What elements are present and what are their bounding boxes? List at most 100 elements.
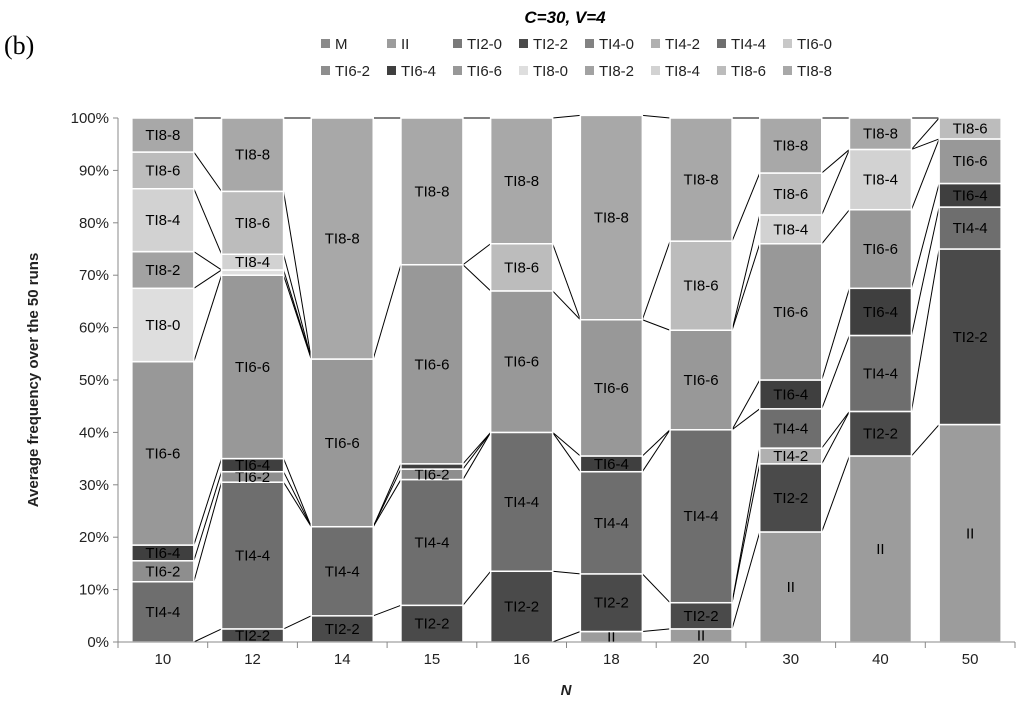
series-connector <box>283 254 312 360</box>
legend-swatch-ti6-4 <box>387 66 396 75</box>
x-tick-label: 30 <box>782 651 799 668</box>
series-connector <box>283 191 312 360</box>
bar-segment-ti6-6 <box>759 243 823 381</box>
bar-segment-label: TI6-2 <box>145 563 180 580</box>
bar-segment-label: TI4-4 <box>504 494 539 511</box>
bar-segment-ti8-6 <box>489 243 554 292</box>
bar-segment-label: TI8-6 <box>684 278 719 295</box>
legend-swatch-ii <box>387 39 396 48</box>
bar-segment-label: TI2-2 <box>953 329 988 346</box>
bar-segment-label: TI4-2 <box>773 448 808 465</box>
series-connector <box>911 117 940 150</box>
series-connector <box>283 615 312 630</box>
bar-segment-label: TI8-4 <box>235 254 270 271</box>
series-connector <box>911 424 940 457</box>
bar-segment-ti8-8 <box>759 117 823 174</box>
series-connector <box>552 290 581 321</box>
bar-segment-label: TI8-8 <box>145 127 180 144</box>
series-connector <box>821 411 850 465</box>
y-tick-label: 30% <box>79 477 109 494</box>
bar-segment-label: TI2-2 <box>863 426 898 443</box>
bar-segment-label: TI6-6 <box>863 241 898 258</box>
bar-segment-ti8-8 <box>669 117 733 242</box>
bar-segment-label: TI8-4 <box>863 172 898 189</box>
series-connector <box>283 458 312 527</box>
bar-segment-label: II <box>787 579 795 596</box>
chart-title: C=30, V=4 <box>524 8 606 27</box>
series-connector <box>641 240 671 320</box>
y-tick-label: 100% <box>71 110 109 127</box>
series-connector <box>642 628 671 633</box>
bar-segment-label: TI6-6 <box>504 354 539 371</box>
legend-label-ti6-4: TI6-4 <box>401 63 436 80</box>
series-connector <box>372 264 402 360</box>
bar-segment-ti4-4 <box>579 470 644 575</box>
bar-segment-label: TI8-8 <box>325 231 360 248</box>
bar-segment-label: TI4-4 <box>325 563 360 580</box>
series-connector <box>193 482 223 582</box>
bar-segment-ti6-6 <box>220 274 285 460</box>
bar-segment-label: TI4-4 <box>953 220 988 237</box>
bar-segment-label: TI4-4 <box>684 508 719 525</box>
bar-segment-label: TI6-6 <box>594 380 629 397</box>
x-tick-label: 40 <box>872 651 889 668</box>
bar-segment-label: TI8-2 <box>145 262 180 279</box>
series-connector <box>910 206 940 336</box>
legend-swatch-ti8-8 <box>783 66 792 75</box>
bar-segment-label: TI6-4 <box>773 386 808 403</box>
legend-swatch-m <box>321 39 330 48</box>
x-tick-label: 14 <box>334 651 351 668</box>
legend-label-m: M <box>335 36 348 53</box>
bar-segment-label: TI8-6 <box>953 120 988 137</box>
series-connector <box>193 628 222 643</box>
series-connector <box>193 458 223 546</box>
bar-segment-label: TI6-2 <box>235 469 270 486</box>
bar-segment-ti2-2 <box>489 570 554 643</box>
bar-segment-label: TI2-2 <box>414 616 449 633</box>
legend-label-ti6-2: TI6-2 <box>335 63 370 80</box>
bar-segment-ti8-6 <box>220 190 285 255</box>
bar-segment-ti6-6 <box>938 138 1002 185</box>
legend-label-ti8-6: TI8-6 <box>731 63 766 80</box>
y-axis-title: Average frequency over the 50 runs <box>25 253 42 508</box>
legend-swatch-ti4-2 <box>651 39 660 48</box>
bar-segment-label: TI6-2 <box>414 466 449 483</box>
y-tick-label: 40% <box>79 424 109 441</box>
series-connector <box>552 114 581 119</box>
bar-segment-label: TI8-4 <box>145 212 180 229</box>
series-connector <box>552 631 581 643</box>
series-connector <box>821 455 850 533</box>
bar-segment-label: TI4-4 <box>863 365 898 382</box>
legend-label-ti4-2: TI4-2 <box>665 36 700 53</box>
x-tick-label: 12 <box>244 651 261 668</box>
bar-segment-ti2-2 <box>669 601 733 630</box>
bar-segment-label: II <box>876 541 884 558</box>
series-connector <box>373 604 402 617</box>
series-connector <box>821 335 850 409</box>
series-connector <box>731 172 761 242</box>
bar-segment-ti8-8 <box>579 114 644 321</box>
legend-swatch-ti8-4 <box>651 66 660 75</box>
bar-segment-label: TI2-2 <box>504 599 539 616</box>
legend-label-ii: II <box>401 36 409 53</box>
series-connector <box>193 275 223 362</box>
series-connector <box>283 471 312 527</box>
bar-segment-ti4-4 <box>938 206 1002 250</box>
bar-segment-label: TI2-2 <box>594 595 629 612</box>
bar-segment-ti8-8 <box>310 117 374 360</box>
bar-segment-ti8-6 <box>131 151 195 190</box>
series-connector <box>642 429 671 457</box>
bar-segment-ti4-4 <box>220 481 285 630</box>
y-tick-label: 90% <box>79 162 109 179</box>
bar-segment-label: TI8-0 <box>145 317 180 334</box>
bar-segment-label: TI8-8 <box>594 210 629 227</box>
bar-segment-ti6-6 <box>848 208 913 290</box>
series-connector <box>193 251 222 271</box>
bar-segment-label: TI6-6 <box>145 445 180 462</box>
bar-segment-label: TI8-8 <box>773 138 808 155</box>
legend-label-ti8-0: TI8-0 <box>533 63 568 80</box>
y-tick-label: 60% <box>79 320 109 337</box>
series-connector <box>731 448 761 603</box>
bar-segment-ti8-8 <box>489 117 554 245</box>
